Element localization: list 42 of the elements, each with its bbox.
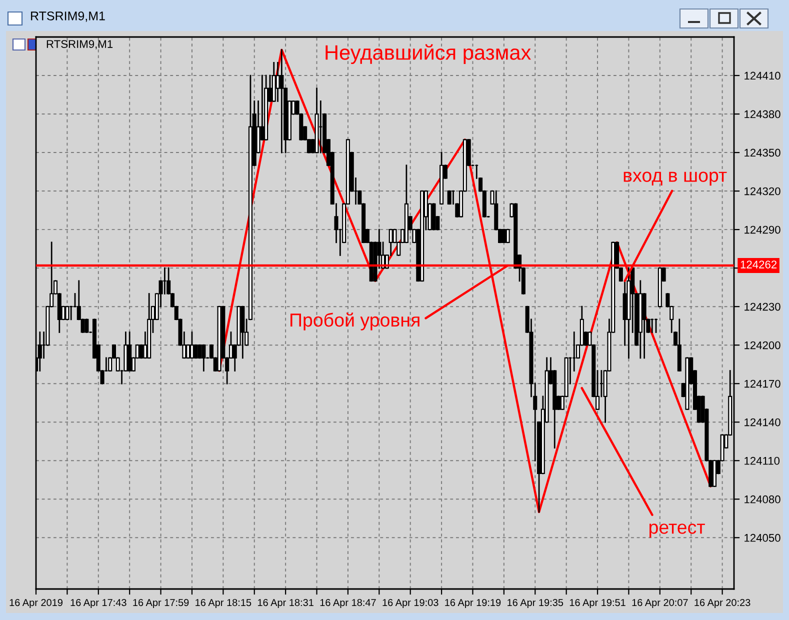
candlestick xyxy=(506,228,510,244)
y-tick-label: 124380 xyxy=(744,110,780,118)
candlestick xyxy=(280,49,284,154)
candlestick xyxy=(190,332,194,359)
x-tick-label: 16 Apr 18:47 xyxy=(320,598,376,608)
y-tick-label: 124350 xyxy=(744,148,780,157)
x-tick-label: 16 Apr 19:19 xyxy=(445,598,501,608)
x-tick-label: 16 Apr 18:15 xyxy=(196,598,252,608)
candlestick xyxy=(186,344,190,359)
annotation: Пробой уровня xyxy=(290,312,420,330)
y-tick-label: 124110 xyxy=(744,456,780,465)
y-tick-label: 124050 xyxy=(744,534,780,542)
x-tick-label: 16 Apr 2019 xyxy=(10,598,62,608)
x-tick-label: 16 Apr 19:03 xyxy=(382,598,438,608)
y-tick-label: 124200 xyxy=(744,341,780,350)
y-tick-label: 124320 xyxy=(744,187,780,196)
x-tick-label: 16 Apr 17:43 xyxy=(70,598,126,608)
x-tick-label: 16 Apr 18:31 xyxy=(258,598,314,608)
annotation: вход в шорт xyxy=(624,172,727,186)
y-tick-label: 124230 xyxy=(744,302,780,311)
annotation: ретест xyxy=(649,524,705,538)
candlestick xyxy=(276,62,280,102)
y-tick-label: 124170 xyxy=(744,380,780,388)
x-tick-label: 16 Apr 20:07 xyxy=(632,598,688,608)
chart-title: RTSRIM9,M1 xyxy=(31,12,105,22)
candlestick xyxy=(202,344,206,372)
y-tick-label: 124080 xyxy=(744,495,780,504)
x-tick-label: 16 Apr 20:23 xyxy=(694,598,750,608)
candlestick xyxy=(447,190,452,205)
ref-line-label: 124262 xyxy=(740,260,777,268)
x-tick-label: 16 Apr 19:51 xyxy=(570,598,626,608)
y-tick-label: 124410 xyxy=(744,72,780,80)
candlestick xyxy=(194,344,198,359)
x-tick-label: 16 Apr 17:59 xyxy=(133,598,189,608)
chart-subtitle: RTSRIM9,M1 xyxy=(46,40,113,50)
x-tick-label: 16 Apr 19:35 xyxy=(508,598,564,608)
y-tick-label: 124290 xyxy=(744,226,780,234)
candlestick xyxy=(65,306,70,320)
y-tick-label: 124140 xyxy=(744,418,780,426)
candlestick xyxy=(502,228,506,244)
candlestick xyxy=(84,318,89,333)
annotation: Неудавшийся размах xyxy=(326,44,531,64)
